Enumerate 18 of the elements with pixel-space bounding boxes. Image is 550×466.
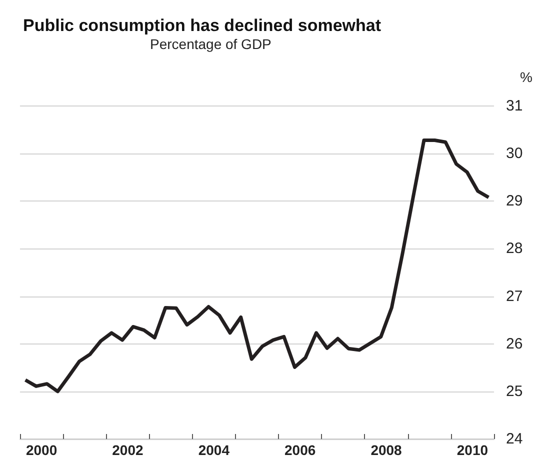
y-tick-label: 30: [506, 145, 523, 162]
y-tick-label: 27: [506, 288, 523, 305]
y-tick-label: 31: [506, 98, 523, 114]
x-tick-label: 2002: [112, 442, 144, 458]
x-tick-label: 2010: [456, 442, 488, 458]
y-tick-label: 28: [506, 240, 523, 258]
y-tick-label: 26: [506, 335, 523, 352]
x-tick-label: 2006: [284, 442, 316, 458]
line-series: [24, 138, 490, 394]
chart-subtitle: Percentage of GDP: [150, 36, 272, 52]
x-tick-label: 2000: [26, 442, 58, 458]
x-tick-label: 2008: [370, 442, 402, 458]
y-tick-label: 29: [506, 192, 523, 210]
x-tick-label: 2004: [198, 442, 230, 458]
y-axis-title: %: [520, 69, 532, 85]
chart-title: Public consumption has declined somewhat: [23, 16, 382, 35]
y-tick-label: 25: [506, 382, 523, 400]
y-tick-label: 24: [506, 430, 523, 448]
